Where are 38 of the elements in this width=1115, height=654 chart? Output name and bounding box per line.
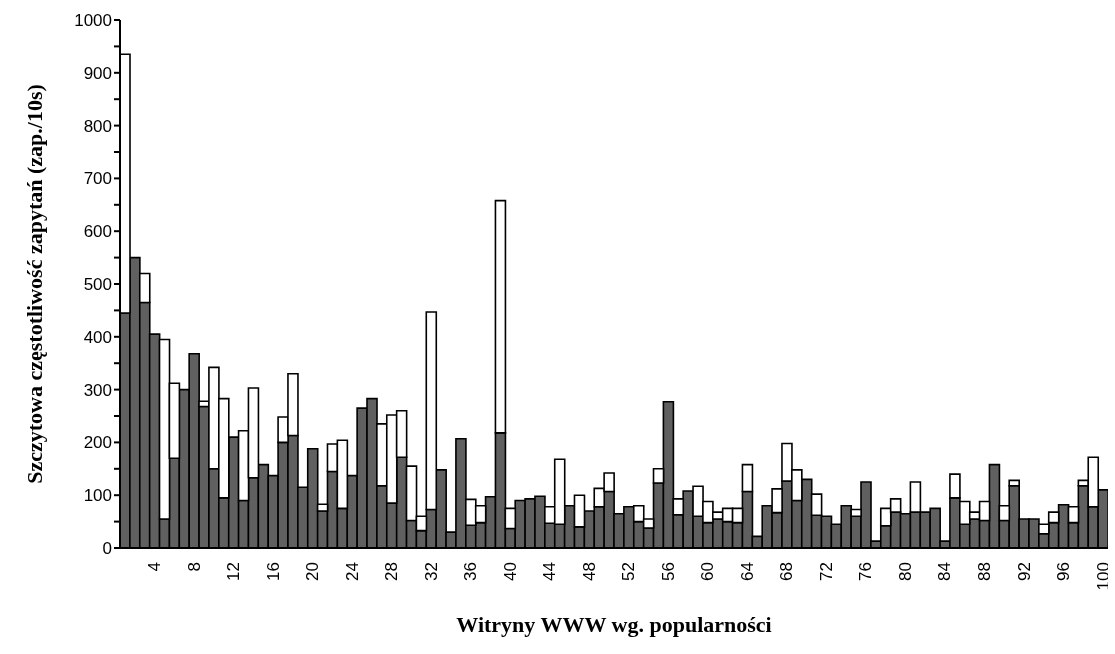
x-tick-label: 52 [619,562,639,581]
x-tick-label: 8 [184,562,204,572]
x-tick-label: 60 [698,562,718,581]
x-tick-label: 80 [895,562,915,581]
y-tick-label: 200 [83,433,112,453]
x-tick-label: 84 [935,562,955,581]
y-tick-label: 500 [83,275,112,295]
y-tick-label: 300 [83,380,112,400]
x-tick-label: 96 [1054,562,1074,581]
y-tick-label: 100 [83,486,112,506]
x-tick-label: 56 [658,562,678,581]
x-tick-label: 72 [816,562,836,581]
y-axis-title: Szczytowa częstotliwość zapytań (zap./10s) [21,84,47,484]
x-tick-label: 76 [856,562,876,581]
x-tick-label: 4 [145,562,165,572]
x-tick-label: 64 [737,562,757,581]
x-tick-label: 28 [382,562,402,581]
x-tick-label: 32 [421,562,441,581]
y-tick-label: 1000 [74,11,112,31]
x-tick-label: 24 [342,562,362,581]
y-tick-label: 800 [83,116,112,136]
x-axis-title: Witryny WWW wg. popularności [456,611,772,637]
y-tick-label: 600 [83,222,112,242]
x-tick-label: 40 [500,562,520,581]
x-tick-label: 48 [579,562,599,581]
y-tick-label: 0 [102,539,112,559]
y-tick-label: 400 [83,327,112,347]
x-tick-label: 68 [777,562,797,581]
y-tick-label: 700 [83,169,112,189]
x-tick-label: 36 [461,562,481,581]
x-tick-label: 100 [1093,562,1113,591]
x-tick-label: 44 [540,562,560,581]
x-tick-label: 88 [975,562,994,581]
x-tick-label: 20 [303,562,323,581]
x-tick-label: 16 [263,562,283,581]
x-tick-label: 12 [224,562,244,581]
x-tick-label: 92 [1014,562,1034,581]
y-tick-label: 900 [83,63,112,83]
